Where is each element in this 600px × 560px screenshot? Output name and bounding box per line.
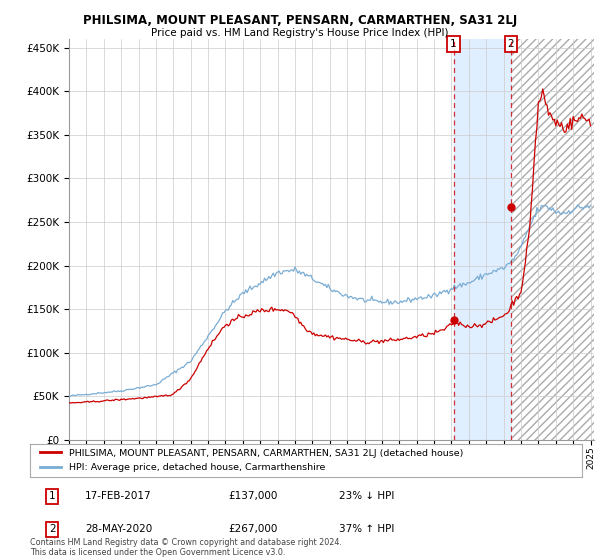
Text: Price paid vs. HM Land Registry's House Price Index (HPI): Price paid vs. HM Land Registry's House … [151,28,449,38]
Text: £137,000: £137,000 [229,492,278,501]
Text: 28-MAY-2020: 28-MAY-2020 [85,525,152,534]
Text: 23% ↓ HPI: 23% ↓ HPI [339,492,394,501]
Text: Contains HM Land Registry data © Crown copyright and database right 2024.
This d: Contains HM Land Registry data © Crown c… [30,538,342,557]
Text: 1: 1 [49,492,55,501]
Text: 37% ↑ HPI: 37% ↑ HPI [339,525,394,534]
Text: £267,000: £267,000 [229,525,278,534]
Text: 2: 2 [49,525,55,534]
Legend: PHILSIMA, MOUNT PLEASANT, PENSARN, CARMARTHEN, SA31 2LJ (detached house), HPI: A: PHILSIMA, MOUNT PLEASANT, PENSARN, CARMA… [40,449,463,472]
Bar [511,39,594,440]
Text: 17-FEB-2017: 17-FEB-2017 [85,492,152,501]
Text: 2: 2 [508,39,514,49]
Text: PHILSIMA, MOUNT PLEASANT, PENSARN, CARMARTHEN, SA31 2LJ: PHILSIMA, MOUNT PLEASANT, PENSARN, CARMA… [83,14,517,27]
Text: 1: 1 [450,39,457,49]
Bar [454,39,511,440]
